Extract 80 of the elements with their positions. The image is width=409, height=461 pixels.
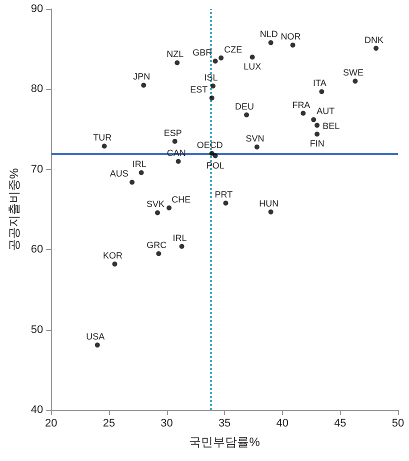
annotation: FIN [310, 138, 324, 149]
point [311, 117, 316, 122]
y-tick-label: 40 [30, 404, 44, 416]
point [314, 122, 320, 128]
annotation: USA [86, 332, 105, 342]
annotation: CHE [172, 194, 191, 204]
annotation: ESP [164, 128, 182, 138]
point [155, 210, 160, 216]
point [174, 60, 180, 66]
point [141, 82, 146, 88]
point [268, 40, 274, 46]
x-tick-label: 25 [102, 418, 116, 430]
point [176, 158, 181, 164]
x-axis-title: 국민부담률% [189, 435, 260, 449]
annotation: IRL [172, 232, 187, 243]
annotation: GBR [192, 48, 213, 58]
annotation: ISL [204, 72, 218, 82]
point [212, 58, 218, 64]
annotation: CZE [224, 44, 242, 54]
annotation: ITA [313, 78, 326, 88]
x-tick-label: 40 [276, 418, 289, 430]
point [250, 54, 255, 60]
annotation: KOR [102, 250, 123, 261]
point [94, 342, 100, 348]
point [352, 78, 358, 84]
annotation: LUX [244, 62, 262, 72]
point [138, 170, 144, 176]
annotation: OECD [196, 140, 224, 150]
y-tick-label: 50 [30, 324, 44, 336]
point [209, 96, 214, 101]
annotation: SWE [342, 68, 364, 78]
point [156, 251, 162, 256]
point [166, 205, 172, 210]
x-tick-label: 50 [392, 418, 404, 430]
point [374, 46, 379, 51]
y-axis-title: 공공지출비중% [7, 168, 21, 251]
point [112, 262, 118, 267]
annotation: GRC [146, 240, 168, 250]
annotation: POL [206, 160, 224, 170]
point [212, 153, 218, 158]
point [102, 144, 107, 149]
annotation: PRT [214, 190, 234, 200]
point [210, 83, 216, 88]
annotation: AUS [110, 168, 128, 179]
annotation: JPN [133, 72, 150, 82]
annotation: NOR [280, 32, 302, 42]
annotation: NZL [166, 49, 184, 60]
annotation: IRL [132, 159, 146, 170]
point [223, 200, 228, 206]
point [130, 180, 135, 185]
point [172, 138, 178, 144]
point [179, 244, 184, 249]
annotation: HUN [259, 198, 279, 208]
point [268, 209, 274, 214]
x-tick-label: 20 [45, 418, 58, 430]
annotation: AUT [316, 106, 336, 116]
x-tick-label: 35 [218, 418, 231, 430]
point [218, 55, 224, 60]
point [244, 112, 250, 118]
annotation: SVN [246, 133, 264, 144]
y-tick-label: 70 [30, 163, 44, 176]
annotation: FRA [292, 100, 310, 110]
x-tick-label: 30 [160, 418, 173, 430]
point [319, 89, 324, 94]
y-tick-label: 90 [30, 3, 44, 15]
annotation: DEU [235, 101, 254, 112]
point [209, 150, 214, 156]
annotation: NLD [260, 29, 278, 40]
x-tick-label: 45 [334, 418, 346, 430]
annotation: TUR [93, 132, 112, 143]
point [314, 132, 320, 137]
annotation: BEL [322, 120, 340, 131]
point [290, 42, 296, 48]
annotation: EST [190, 84, 208, 95]
y-tick-label: 60 [30, 244, 44, 256]
annotation: DNK [364, 34, 384, 45]
point [254, 144, 260, 150]
annotation: SVK [146, 199, 165, 210]
point [300, 110, 306, 116]
y-tick-label: 80 [30, 83, 44, 96]
